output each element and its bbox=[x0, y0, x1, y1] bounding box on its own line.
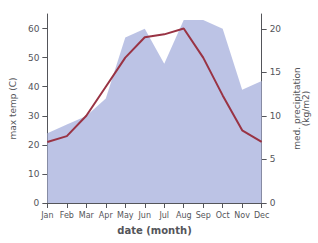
svg-text:20: 20 bbox=[270, 24, 282, 34]
svg-text:5: 5 bbox=[270, 154, 276, 164]
svg-text:Feb: Feb bbox=[60, 211, 74, 220]
svg-text:Sep: Sep bbox=[196, 211, 211, 220]
svg-text:max temp (C): max temp (C) bbox=[8, 77, 18, 139]
svg-text:med. precipitation: med. precipitation bbox=[291, 67, 302, 150]
svg-text:0: 0 bbox=[34, 198, 40, 208]
svg-text:Apr: Apr bbox=[99, 211, 114, 220]
svg-text:15: 15 bbox=[270, 67, 281, 77]
svg-text:20: 20 bbox=[28, 140, 40, 150]
svg-text:date (month): date (month) bbox=[117, 225, 191, 236]
svg-text:10: 10 bbox=[28, 169, 40, 179]
svg-text:Jun: Jun bbox=[138, 211, 152, 220]
svg-text:Nov: Nov bbox=[234, 211, 250, 220]
svg-text:Mar: Mar bbox=[79, 211, 95, 220]
svg-text:10: 10 bbox=[270, 111, 282, 121]
svg-text:(kg/m2): (kg/m2) bbox=[301, 91, 311, 126]
svg-text:Jan: Jan bbox=[40, 211, 53, 220]
svg-text:May: May bbox=[117, 211, 134, 220]
svg-text:Oct: Oct bbox=[216, 211, 230, 220]
svg-text:40: 40 bbox=[28, 82, 40, 92]
svg-text:0: 0 bbox=[270, 198, 276, 208]
svg-text:Jul: Jul bbox=[158, 211, 169, 220]
svg-text:50: 50 bbox=[28, 53, 40, 63]
svg-text:Aug: Aug bbox=[176, 211, 192, 220]
svg-text:Dec: Dec bbox=[254, 211, 269, 220]
svg-text:60: 60 bbox=[28, 24, 40, 34]
svg-text:30: 30 bbox=[28, 111, 40, 121]
